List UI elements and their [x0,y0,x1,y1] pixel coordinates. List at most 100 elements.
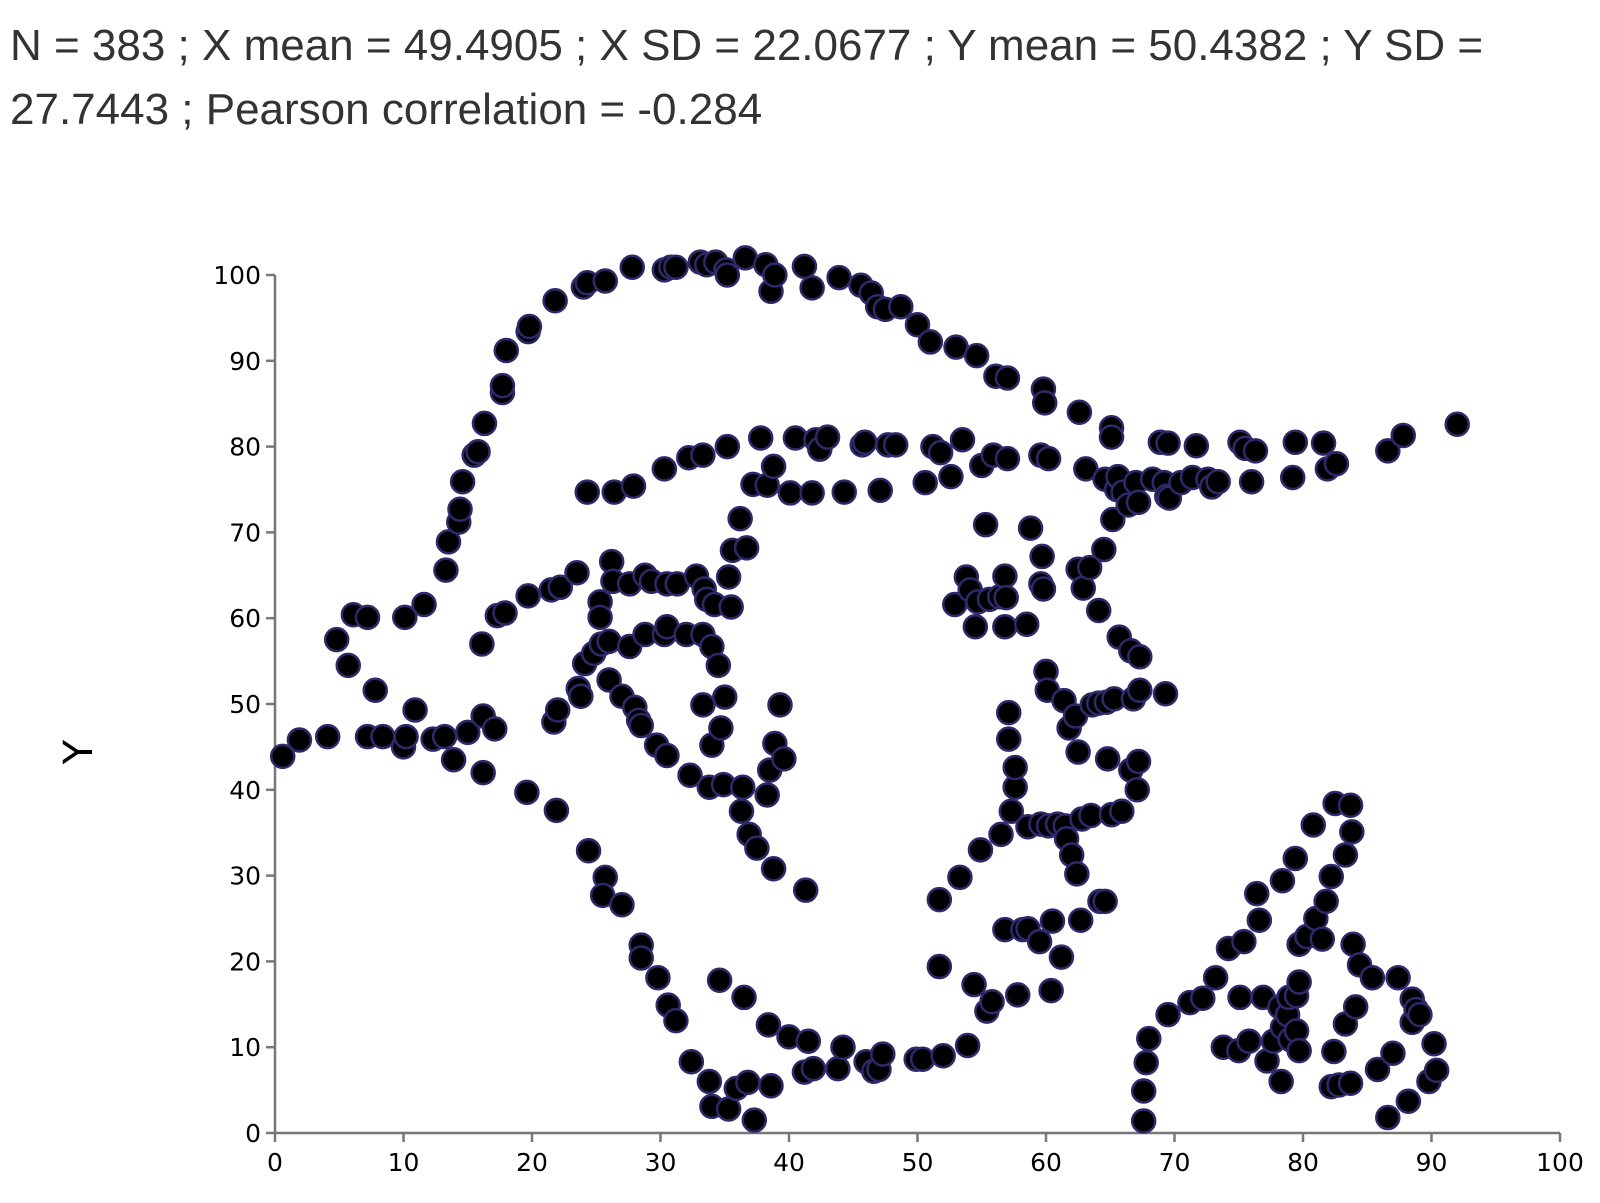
data-point [706,967,733,994]
data-point [926,886,953,913]
y-tick-label: 80 [229,433,261,462]
data-point [354,604,381,631]
data-point [1421,1031,1447,1057]
data-point [575,837,602,864]
data-point [1236,1028,1262,1054]
x-tick-label: 0 [267,1148,283,1177]
data-point [1364,1056,1391,1083]
data-point [362,677,388,704]
data-point [830,1034,856,1060]
x-tick-label: 100 [1536,1148,1584,1177]
data-point [335,652,361,679]
data-point [489,372,516,399]
data-point [1085,597,1112,624]
data-point [870,1041,896,1067]
data-point [455,719,481,746]
data-point [992,563,1018,589]
data-point [705,652,732,679]
data-point [1227,984,1253,1011]
data-point [1004,982,1031,1008]
data-point [544,697,571,723]
data-point [286,727,313,753]
x-tick-label: 80 [1287,1148,1319,1177]
data-point [628,945,654,971]
y-tick-label: 40 [229,776,261,805]
data-point [393,723,419,750]
data-point [1073,456,1099,482]
y-tick-label: 100 [213,261,261,290]
x-tick-label: 50 [902,1148,934,1177]
data-point [1282,845,1309,872]
y-tick-label: 90 [229,347,261,376]
data-point [449,469,476,495]
data-point [1268,1068,1294,1095]
data-point [619,254,645,281]
data-point [440,747,467,773]
data-point [825,1055,851,1082]
data-point [972,511,999,538]
data-point [1030,576,1057,602]
data-point [926,953,953,980]
data-point [1332,842,1359,868]
x-tick-label: 30 [645,1148,677,1177]
y-tick-label: 70 [229,518,261,547]
y-tick-label: 30 [229,862,261,891]
data-point [1310,430,1337,456]
data-point [1286,1037,1312,1064]
data-point [1048,944,1075,970]
data-point [831,479,858,505]
data-point [596,628,622,655]
data-point [1125,748,1152,775]
data-point [1337,1070,1364,1096]
data-point [930,1043,956,1069]
data-point [712,684,738,710]
data-point [888,293,914,320]
data-point [1017,515,1044,541]
data-point [799,275,825,301]
data-point [1155,1001,1181,1028]
data-point [729,774,756,800]
data-point [938,463,964,490]
data-point [514,779,540,806]
data-point [314,723,341,750]
data-point [800,1055,827,1082]
data-point [1205,469,1231,495]
data-point [481,716,508,742]
data-point [708,715,734,741]
data-point [620,473,647,499]
data-point [1067,907,1094,933]
data-point [949,426,976,453]
data-point [731,984,757,1011]
data-point [1238,469,1265,495]
data-point [961,971,987,998]
data-point [431,723,458,750]
data-point [677,762,703,788]
data-point [696,1068,723,1095]
x-tick-label: 90 [1416,1148,1448,1177]
data-point [492,600,518,626]
y-tick-label: 50 [229,690,261,719]
data-point [1323,451,1350,477]
data-point [645,964,671,991]
data-point [727,505,753,532]
x-tick-label: 60 [1030,1148,1062,1177]
y-tick-label: 0 [245,1119,261,1148]
data-point [469,631,495,657]
data-point [755,1012,782,1038]
data-point [447,496,473,522]
data-point [568,683,594,710]
data-point [470,759,496,786]
data-point [777,480,804,506]
data-point [515,583,541,609]
data-point [1279,464,1306,491]
data-point [994,365,1021,391]
data-point [747,425,774,451]
data-point [962,614,989,640]
data-point [690,442,716,468]
data-point [654,742,680,769]
x-tick-label: 70 [1159,1148,1191,1177]
data-point [867,477,893,504]
data-point [1064,861,1090,887]
data-point [967,837,994,863]
data-point [1300,812,1327,838]
